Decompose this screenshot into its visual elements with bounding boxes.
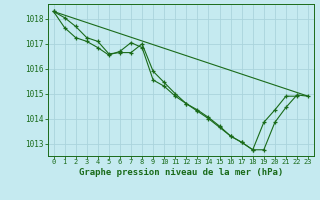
X-axis label: Graphe pression niveau de la mer (hPa): Graphe pression niveau de la mer (hPa) (79, 168, 283, 177)
